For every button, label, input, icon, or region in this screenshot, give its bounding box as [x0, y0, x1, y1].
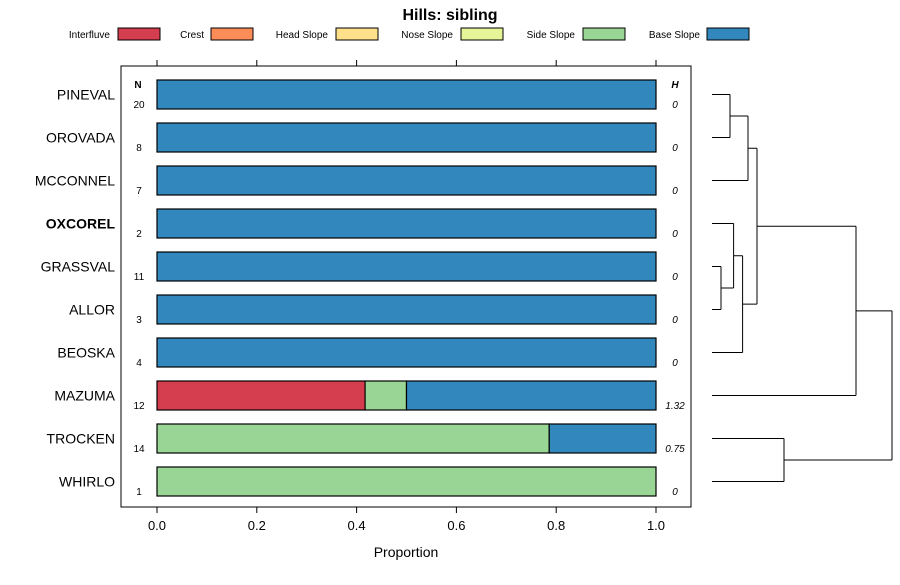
category-label-beoska: BEOSKA: [57, 345, 115, 361]
legend-label-head-slope: Head Slope: [276, 30, 329, 41]
n-value-grassval: 11: [134, 272, 145, 283]
legend-label-base-slope: Base Slope: [649, 30, 701, 41]
legend-swatch-side-slope: [582, 27, 626, 41]
h-value-mcconnel: 0: [672, 186, 678, 197]
n-value-allor: 3: [136, 315, 142, 326]
bar-pineval-base-slope: [156, 79, 657, 110]
bar-area: [156, 79, 657, 497]
x-tick-label-1-0: 1.0: [647, 518, 665, 533]
h-column: 0 0 0 0 0 0 0 1.32 0.75 0: [665, 100, 685, 498]
bar-trocken-base-slope: [548, 423, 657, 454]
h-value-beoska: 0: [672, 358, 678, 369]
n-value-orovada: 8: [136, 143, 142, 154]
n-column: 20 8 7 2 11 3 4 12 14 1: [133, 100, 145, 498]
bar-whirlo-side-slope: [156, 466, 657, 497]
bar-allor-base-slope: [156, 294, 657, 325]
x-tick-label-0-6: 0.6: [447, 518, 465, 533]
category-label-orovada: OROVADA: [46, 130, 116, 146]
h-value-grassval: 0: [672, 272, 678, 283]
legend-swatch-interfluve: [117, 27, 161, 41]
dendrogram: [712, 94, 893, 482]
legend-label-crest: Crest: [180, 30, 204, 41]
category-label-whirlo: WHIRLO: [59, 474, 115, 490]
n-value-whirlo: 1: [136, 487, 142, 498]
legend: Interfluve Crest Head Slope Nose Slope Side …: [69, 27, 750, 41]
category-label-grassval: GRASSVAL: [41, 259, 116, 275]
h-value-pineval: 0: [672, 100, 678, 111]
x-tick-label-0-8: 0.8: [547, 518, 565, 533]
bar-mcconnel-base-slope: [156, 165, 657, 196]
h-value-whirlo: 0: [672, 487, 678, 498]
legend-swatch-crest: [210, 27, 254, 41]
h-value-allor: 0: [672, 315, 678, 326]
h-value-oxcorel: 0: [672, 229, 678, 240]
category-label-oxcorel: OXCOREL: [46, 216, 116, 232]
n-value-mcconnel: 7: [136, 186, 142, 197]
n-value-oxcorel: 2: [136, 229, 142, 240]
chart-title: Hills: sibling: [402, 7, 497, 24]
legend-label-nose-slope: Nose Slope: [401, 30, 453, 41]
category-label-mcconnel: MCCONNEL: [35, 173, 115, 189]
n-value-trocken: 14: [133, 444, 145, 455]
y-axis-labels: PINEVAL OROVADA MCCONNEL OXCOREL GRASSVAL ALL…: [35, 87, 116, 490]
bar-trocken-side-slope: [156, 423, 550, 454]
n-header: N: [134, 80, 141, 91]
x-tick-label-0-4: 0.4: [348, 518, 366, 533]
bar-beoska-base-slope: [156, 337, 657, 368]
h-header: H: [671, 80, 679, 91]
category-label-pineval: PINEVAL: [57, 87, 115, 103]
x-axis: 0.0 0.2 0.4 0.6 0.8 1.0: [148, 60, 665, 533]
h-value-trocken: 0.75: [665, 444, 685, 455]
n-value-pineval: 20: [133, 100, 145, 111]
plot-frame: [120, 65, 692, 508]
bar-grassval-base-slope: [156, 251, 657, 282]
category-label-mazuma: MAZUMA: [54, 388, 115, 404]
legend-swatch-nose-slope: [460, 27, 504, 41]
bar-mazuma-base-slope: [405, 380, 657, 411]
h-value-mazuma: 1.32: [665, 401, 685, 412]
x-tick-label-0-0: 0.0: [148, 518, 166, 533]
legend-label-interfluve: Interfluve: [69, 30, 111, 41]
legend-label-side-slope: Side Slope: [527, 30, 576, 41]
bar-orovada-base-slope: [156, 122, 657, 153]
category-label-allor: ALLOR: [69, 302, 115, 318]
x-axis-title: Proportion: [374, 544, 439, 560]
bar-mazuma-side-slope: [364, 380, 408, 411]
category-label-trocken: TROCKEN: [47, 431, 115, 447]
n-value-beoska: 4: [136, 358, 142, 369]
bar-oxcorel-base-slope: [156, 208, 657, 239]
bar-mazuma-interfluve: [156, 380, 366, 411]
legend-swatch-head-slope: [335, 27, 379, 41]
h-value-orovada: 0: [672, 143, 678, 154]
legend-swatch-base-slope: [706, 27, 750, 41]
x-tick-label-0-2: 0.2: [248, 518, 266, 533]
n-value-mazuma: 12: [133, 401, 145, 412]
